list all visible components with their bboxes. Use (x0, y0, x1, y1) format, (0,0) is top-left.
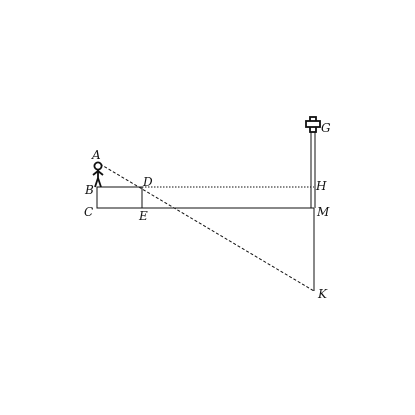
label-k: K (317, 287, 328, 301)
label-d: D (142, 175, 153, 189)
person-icon (92, 161, 104, 188)
label-c: C (84, 205, 93, 219)
label-e: E (138, 209, 148, 223)
label-m: M (316, 205, 330, 219)
label-h: H (315, 179, 327, 193)
label-b: B (84, 183, 94, 197)
label-a: A (91, 148, 101, 162)
cross-icon (305, 116, 321, 133)
rectangle-bdec (96, 186, 143, 209)
label-g: G (321, 121, 331, 135)
sight-line-ak (99, 163, 315, 292)
